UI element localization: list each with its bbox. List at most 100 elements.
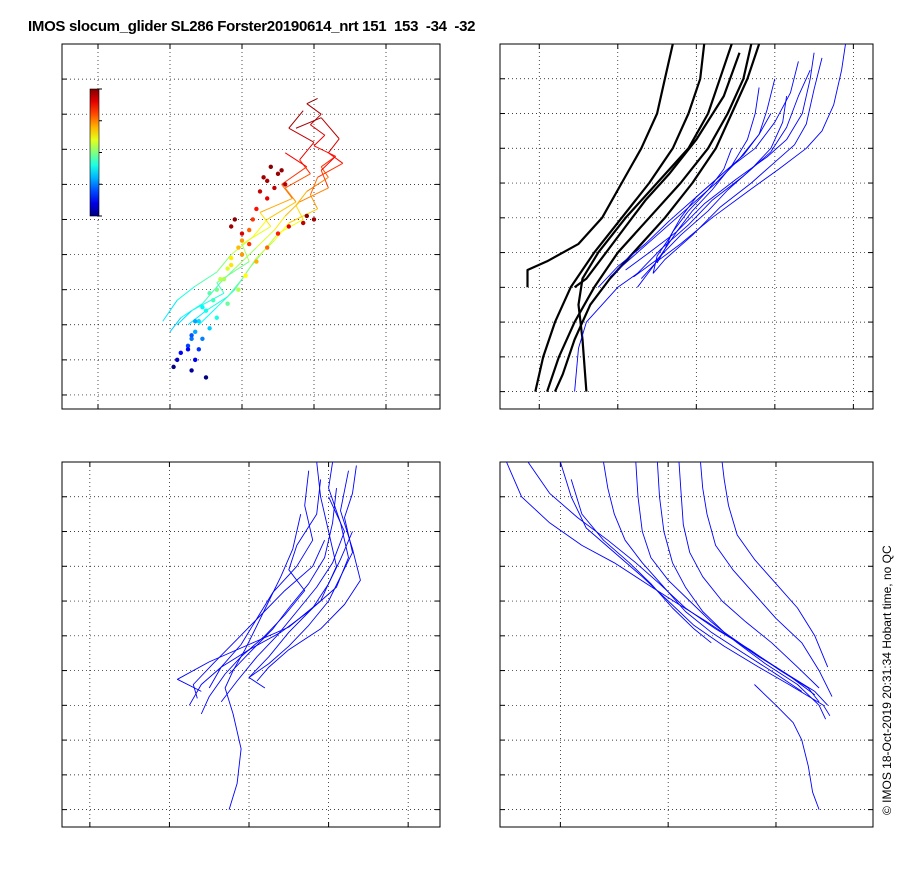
climatology-dot (229, 255, 234, 261)
climatology-dot (239, 231, 245, 236)
climatology-dot (229, 224, 234, 229)
glider-line-segment (241, 226, 272, 245)
climatology-dot (193, 319, 198, 324)
climatology-dot (193, 357, 198, 363)
plot-frame (61, 43, 441, 410)
glider-profile-line (570, 479, 712, 644)
climatology-dot (185, 343, 191, 349)
glider-line-segment (205, 296, 228, 312)
glider-profile-line (721, 462, 829, 668)
glider-line-segment (288, 127, 315, 143)
glider-profile-line (220, 496, 345, 703)
glider-line-segment (256, 229, 275, 248)
climatology-dot (250, 217, 255, 222)
glider-line-segment (284, 187, 297, 203)
climatology-dot (185, 347, 191, 352)
climatology-dot (286, 224, 291, 229)
climatology-dot (275, 231, 281, 236)
climatology-dot (272, 185, 277, 191)
glider-profile-line (656, 462, 816, 696)
climatology-dot (268, 164, 273, 170)
glider-line-segment (306, 97, 318, 105)
glider-line-segment (259, 212, 272, 227)
glider-line-segment (328, 152, 344, 164)
figure-title: IMOS slocum_glider SL286 Forster20190614… (28, 18, 476, 35)
climatology-dot (214, 287, 219, 292)
glider-profile-line (228, 488, 337, 675)
glider-line-segment (176, 310, 192, 326)
plot-frame (499, 461, 874, 828)
climatology-dot (243, 273, 248, 278)
glider-line-segment (284, 201, 300, 217)
glider-line-segment (259, 197, 293, 213)
glider-profile-line (200, 479, 322, 715)
glider-profile-line (678, 462, 820, 689)
glider-line-segment (176, 285, 196, 301)
glider-line-segment (274, 215, 286, 231)
climatology-dot (193, 329, 198, 334)
climatology-dot (283, 182, 288, 187)
glider-profile-line (248, 531, 353, 689)
glider-profile-line (652, 113, 772, 274)
glider-line-segment (299, 141, 315, 161)
climatology-profile-line (577, 44, 733, 392)
glider-profile-line (192, 540, 326, 699)
glider-line-segment (295, 205, 304, 220)
glider-profile-line (700, 462, 833, 697)
glider-line-segment (187, 310, 207, 326)
glider-line-segment (328, 138, 340, 154)
climatology-dot (189, 333, 194, 338)
climatology-dot (254, 259, 259, 264)
climatology-dot (279, 168, 284, 173)
glider-line-segment (313, 145, 336, 157)
climatology-dot (261, 175, 266, 180)
chart-temp (499, 43, 874, 410)
glider-profile-line (527, 462, 820, 703)
glider-line-segment (274, 222, 290, 241)
glider-line-segment (227, 278, 243, 298)
glider-line-segment (320, 170, 329, 189)
plot-area (176, 462, 361, 810)
glider-line-segment (198, 306, 218, 326)
glider-line-segment (216, 254, 232, 273)
glider-profile-line (574, 69, 811, 392)
climatology-dot (239, 238, 245, 243)
climatology-dot (247, 227, 252, 233)
climatology-dot (203, 308, 209, 313)
glider-profile-line (256, 470, 361, 682)
climatology-dot (239, 252, 245, 257)
glider-profile-line (754, 684, 820, 810)
climatology-dot (257, 189, 263, 194)
glider-line-segment (284, 173, 311, 189)
glider-line-segment (310, 124, 326, 136)
climatology-dot (211, 298, 216, 303)
glider-line-segment (252, 219, 268, 238)
climatology-dot (189, 368, 194, 373)
glider-line-segment (299, 187, 329, 203)
climatology-dot (203, 375, 209, 380)
glider-line-segment (317, 162, 344, 178)
glider-profile-line (625, 52, 815, 271)
glider-line-segment (306, 103, 322, 115)
chart-sal (61, 461, 441, 828)
climatology-profile-line (546, 44, 753, 392)
glider-line-segment (216, 282, 225, 294)
glider-profile-line (656, 148, 733, 264)
climatology-dot (232, 217, 237, 222)
glider-profile-line (609, 78, 776, 278)
glider-line-segment (234, 247, 257, 269)
climatology-dot (200, 336, 205, 342)
glider-profile-line (224, 514, 302, 810)
climatology-dot (196, 347, 201, 352)
glider-line-segment (281, 166, 308, 185)
glider-line-segment (320, 117, 340, 140)
glider-line-segment (299, 159, 311, 175)
glider-line-segment (281, 184, 293, 199)
plot-frame (61, 461, 441, 828)
chart-ts (61, 43, 441, 410)
glider-profile-line (640, 44, 846, 279)
climatology-dot (196, 319, 201, 324)
colorbar (89, 88, 100, 217)
glider-line-segment (256, 240, 275, 259)
